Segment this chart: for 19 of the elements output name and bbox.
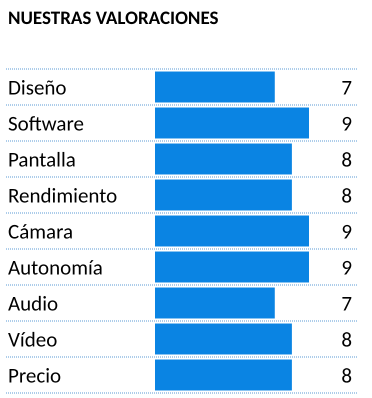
data-label: 8 — [341, 146, 352, 172]
y-tick-label: Rendimiento — [8, 182, 118, 208]
y-tick-label: Vídeo — [8, 326, 58, 352]
y-tick-label: Audio — [8, 290, 58, 316]
data-label: 7 — [341, 290, 352, 316]
data-label: 8 — [341, 182, 352, 208]
data-label: 9 — [341, 254, 352, 280]
data-label: 8 — [341, 362, 352, 388]
data-label: 9 — [341, 110, 352, 136]
data-label: 9 — [341, 218, 352, 244]
data-label: 7 — [341, 74, 352, 100]
y-tick-label: Diseño — [8, 74, 67, 100]
y-tick-label: Autonomía — [8, 254, 103, 280]
y-tick-label: Pantalla — [8, 146, 76, 172]
chart-title: NUESTRAS VALORACIONES — [8, 7, 219, 30]
y-tick-label: Software — [8, 110, 84, 136]
y-tick-label: Precio — [8, 362, 62, 388]
data-label: 8 — [341, 326, 352, 352]
y-tick-label: Cámara — [8, 218, 74, 244]
